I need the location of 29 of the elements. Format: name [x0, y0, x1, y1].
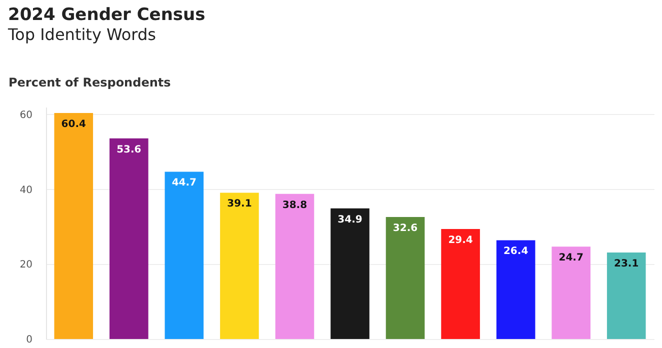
bar [275, 194, 314, 339]
y-tick-label: 60 [20, 110, 32, 121]
data-label: 32.6 [392, 223, 418, 234]
data-label: 26.4 [503, 246, 528, 258]
y-tick-label: 20 [20, 260, 32, 271]
y-axis-title: Percent of Respondents [8, 76, 171, 90]
bar [441, 228, 480, 339]
data-label: 39.1 [227, 198, 252, 210]
bar [496, 240, 536, 339]
chart-subtitle: Top Identity Words [7, 25, 156, 44]
bar [552, 246, 590, 339]
chart-title: 2024 Gender Census [8, 5, 206, 25]
bar [606, 252, 646, 339]
data-label: 44.7 [172, 178, 197, 189]
y-tick-label: 0 [26, 334, 32, 346]
data-label: 23.1 [614, 258, 639, 270]
data-label: 60.4 [61, 118, 86, 130]
data-label: 34.9 [338, 214, 362, 226]
data-label: 24.7 [558, 252, 584, 264]
bar [164, 172, 204, 339]
bar [54, 112, 94, 339]
data-label: 38.8 [282, 200, 308, 211]
bar [386, 217, 425, 339]
bar [330, 208, 370, 339]
y-tick-label: 40 [20, 184, 32, 196]
bar [110, 138, 148, 339]
data-label: 53.6 [116, 144, 142, 156]
bar [220, 192, 259, 339]
data-label: 29.4 [448, 234, 473, 246]
